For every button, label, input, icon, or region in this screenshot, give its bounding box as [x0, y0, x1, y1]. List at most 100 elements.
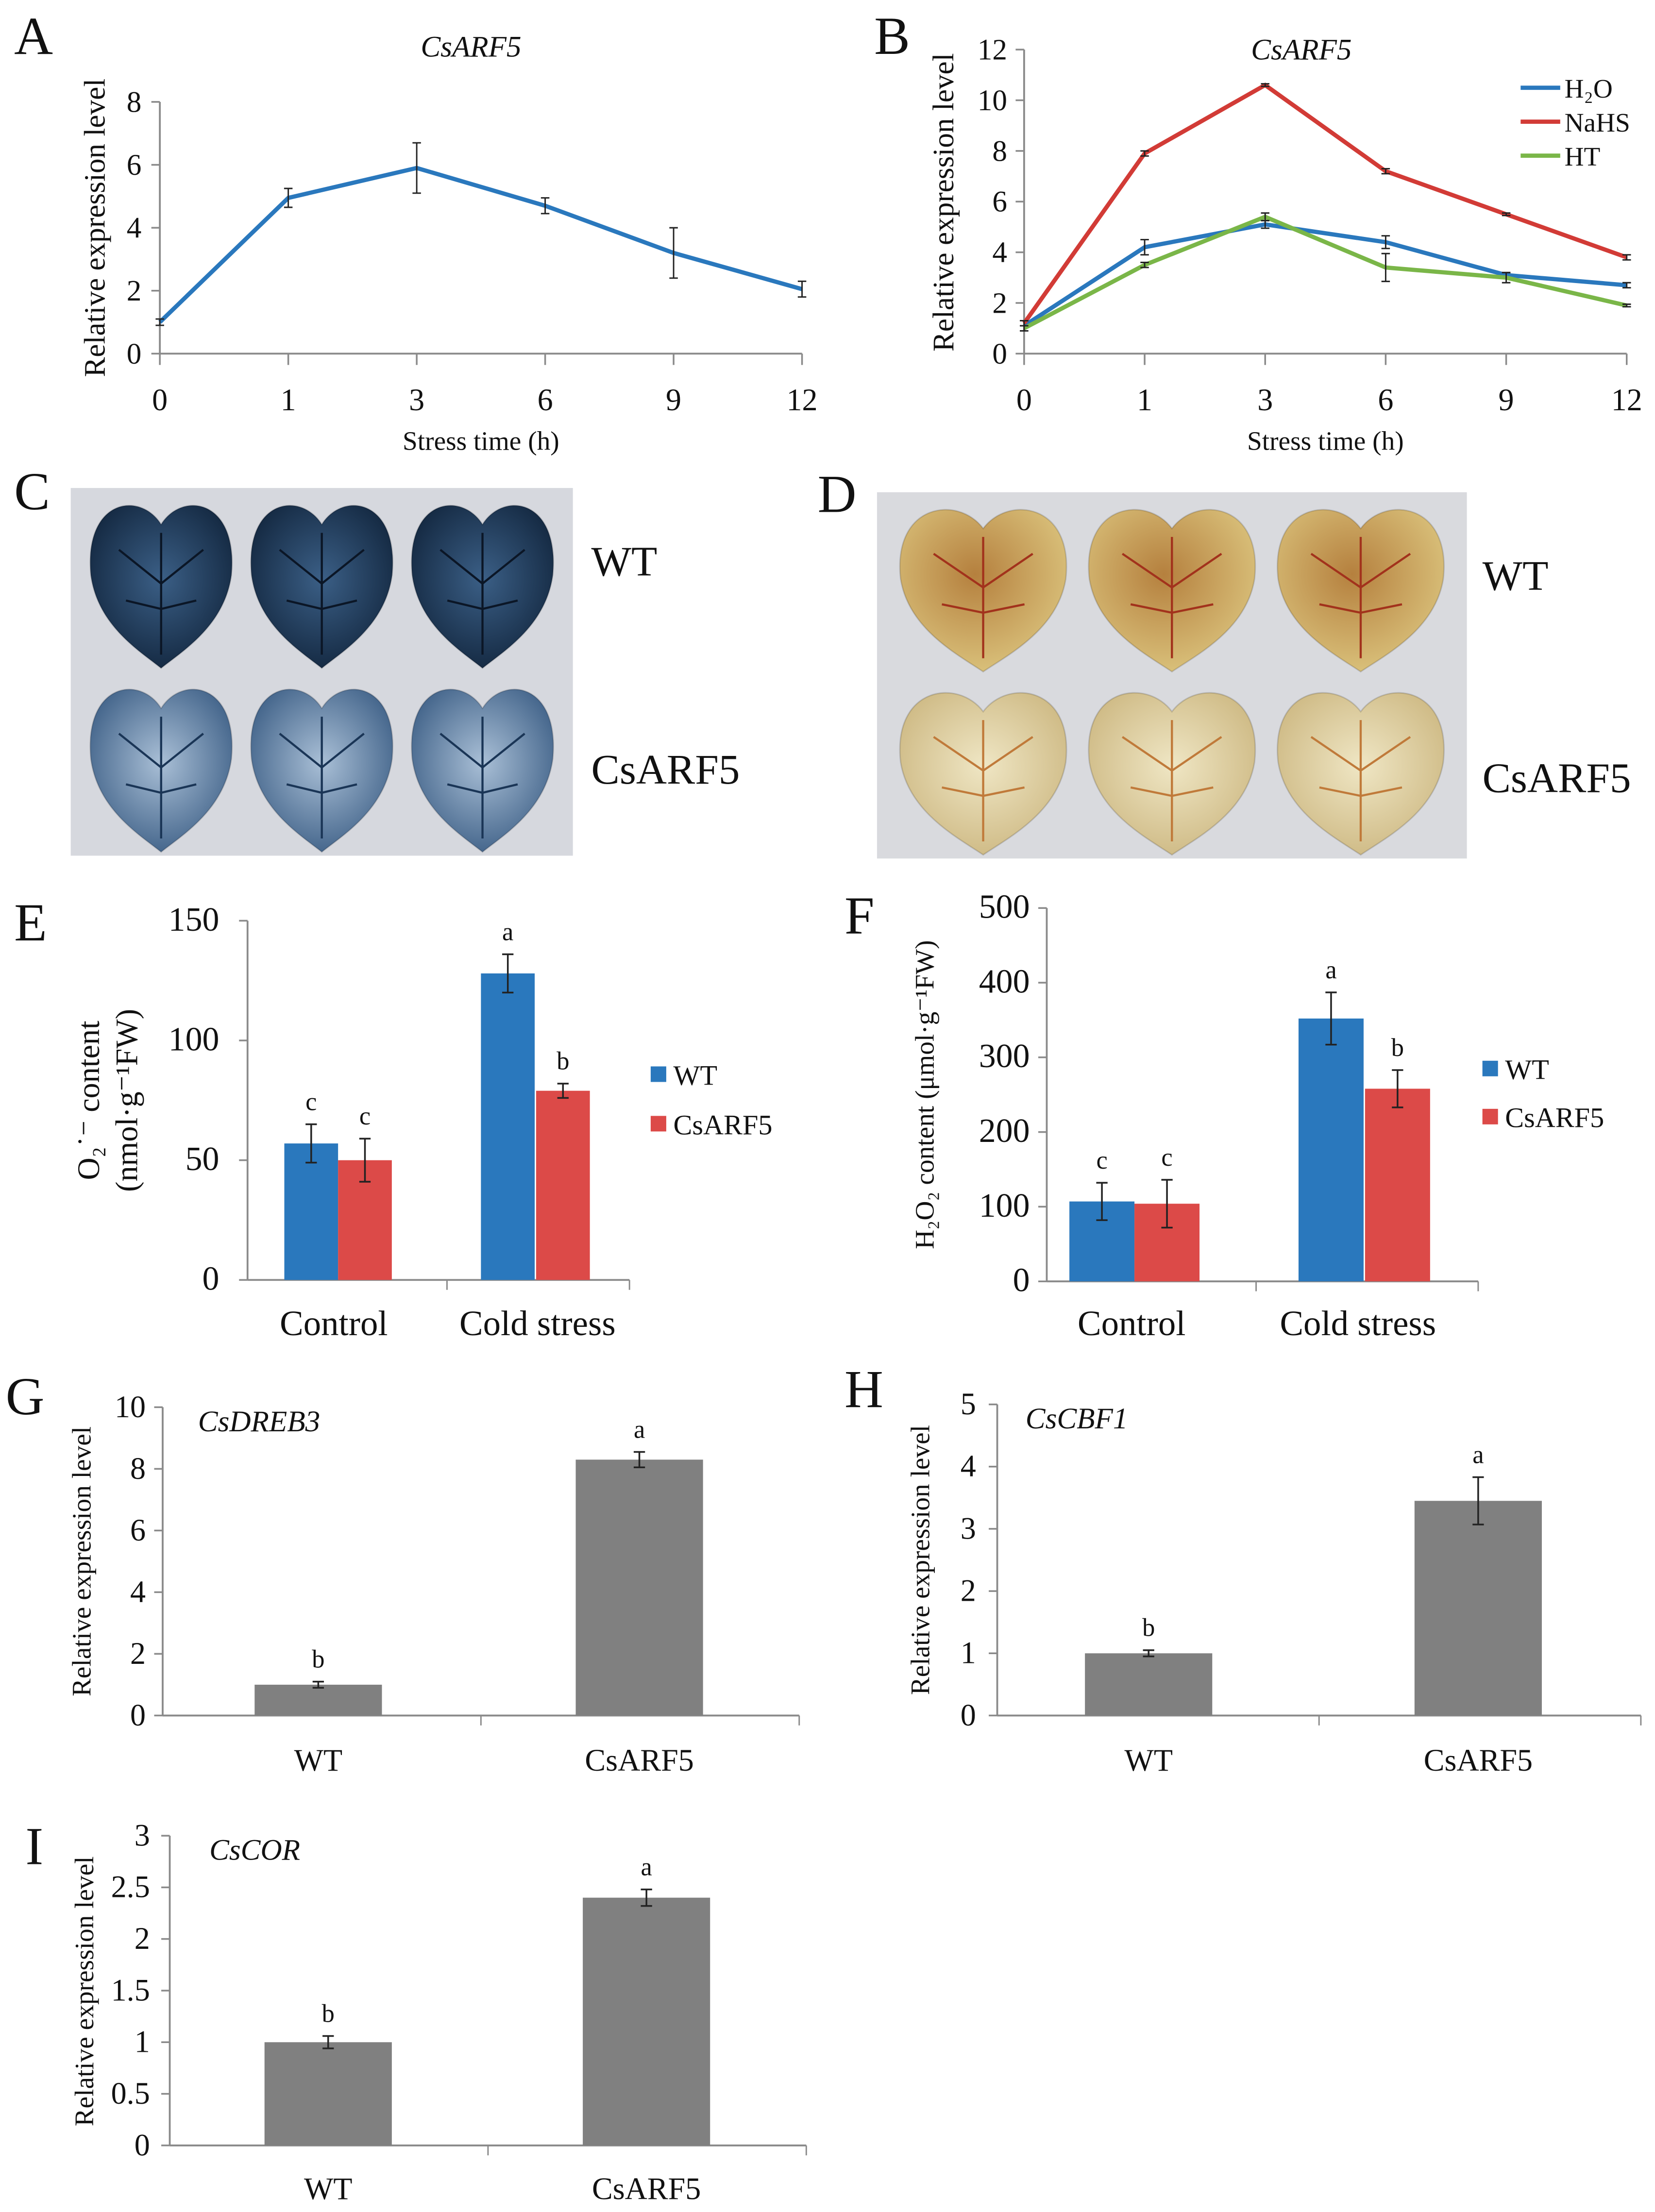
error-bar — [1381, 235, 1390, 250]
significance-letter: c — [1096, 1146, 1107, 1174]
error-bar — [284, 187, 293, 208]
significance-letter: a — [1325, 956, 1336, 984]
legend-label: CsARF5 — [674, 1109, 773, 1140]
x-category-label: WT — [1124, 1743, 1173, 1777]
significance-letter: b — [1142, 1614, 1155, 1642]
panel-letter: E — [14, 892, 47, 952]
y-tick-label: 3 — [135, 1818, 150, 1852]
bar-value-CsARF5 — [1414, 1501, 1542, 1716]
panel-F: F 0 100 200 300 400 500 H₂O₂ content (μmol·g⁻¹F… — [844, 886, 1604, 1343]
significance-letter: a — [641, 1853, 652, 1881]
error-bar — [1325, 991, 1337, 1046]
y-tick-label: 0 — [127, 337, 142, 370]
x-tick-label: 3 — [1257, 383, 1273, 417]
chart-title: CsDREB3 — [198, 1405, 320, 1438]
error-bar — [557, 1083, 569, 1099]
chart-title: CsCOR — [209, 1834, 300, 1867]
y-tick-label: 4 — [992, 236, 1007, 269]
leaf-veins — [279, 717, 365, 838]
series-line-CsARF5 — [158, 166, 803, 324]
panel-letter: A — [14, 6, 53, 66]
y-tick-label: 0 — [130, 1698, 146, 1732]
legend-label: WT — [1505, 1054, 1549, 1086]
x-tick-label: 9 — [666, 383, 681, 417]
y-tick-label: 10 — [978, 84, 1007, 117]
y-tick-label: 4 — [127, 212, 142, 245]
chart-title: CsARF5 — [1251, 34, 1351, 67]
significance-letter: a — [502, 918, 513, 946]
error-bar — [1502, 271, 1511, 284]
error-bar — [359, 1138, 371, 1183]
leaf-veins — [1122, 720, 1222, 841]
x-category-label: Cold stress — [1280, 1304, 1436, 1343]
significance-letter: b — [312, 1645, 324, 1673]
x-category-label: CsARF5 — [585, 1743, 693, 1777]
error-bar — [1020, 325, 1029, 332]
error-bar — [1622, 254, 1631, 261]
significance-letter: b — [1391, 1034, 1404, 1062]
error-bar — [1143, 1649, 1154, 1658]
panel-E: E 0 50 100 150 O₂˙⁻ content (nmol·g⁻¹FW) Contro… — [14, 892, 772, 1343]
significance-letter: c — [305, 1088, 317, 1116]
significance-letter: c — [359, 1102, 371, 1130]
y-tick-label: 2 — [135, 1921, 150, 1956]
panel-I: I CsCOR 0 0.5 1 1.5 2 2.5 3 Relative expression l… — [25, 1816, 807, 2206]
x-tick-label: 9 — [1499, 383, 1514, 417]
panel-D-photo: D WT CsARF5 — [818, 464, 1631, 859]
legend-label: NaHS — [1565, 108, 1630, 137]
y-tick-label: 150 — [169, 901, 220, 938]
y-tick-label: 100 — [979, 1187, 1030, 1224]
x-category-label: CsARF5 — [1424, 1743, 1533, 1777]
row-label-csarf5: CsARF5 — [591, 746, 740, 793]
panel-G: G CsDREB3 0 2 4 6 8 10 Relative expression level… — [6, 1366, 800, 1777]
leaf-veins — [439, 533, 525, 655]
chart-title: CsCBF1 — [1026, 1402, 1128, 1435]
error-bar — [1261, 212, 1269, 221]
y-tick-label: 6 — [127, 149, 142, 182]
y-tick-label: 2 — [992, 286, 1007, 319]
error-bar — [1502, 212, 1511, 217]
y-tick-label: 8 — [127, 85, 142, 118]
y-tick-label: 4 — [961, 1449, 976, 1483]
panel-letter: H — [844, 1359, 883, 1419]
leaf-veins — [279, 533, 365, 655]
error-bar — [633, 1451, 645, 1469]
x-tick-label: 12 — [1611, 383, 1642, 417]
y-tick-label: 8 — [130, 1451, 146, 1486]
error-bar — [669, 227, 678, 279]
x-tick-label: 1 — [1137, 383, 1152, 417]
leaf-veins — [1310, 720, 1411, 841]
y-tick-label: 400 — [979, 963, 1030, 1000]
y-axis-label-units: (nmol·g⁻¹FW) — [110, 1009, 144, 1192]
y-tick-label: 2.5 — [111, 1870, 150, 1904]
y-tick-label: 12 — [978, 34, 1007, 67]
y-tick-label: 0.5 — [111, 2076, 150, 2111]
y-tick-label: 0 — [135, 2128, 150, 2162]
y-tick-label: 300 — [979, 1038, 1030, 1075]
error-bar — [322, 2035, 334, 2049]
legend-label: HT — [1565, 142, 1601, 171]
legend-label: WT — [674, 1059, 718, 1091]
error-bar — [1392, 1069, 1403, 1108]
x-category-label: WT — [294, 1743, 343, 1777]
y-tick-label: 2 — [130, 1636, 146, 1671]
y-tick-label: 4 — [130, 1575, 146, 1609]
y-axis-label: Relative expression level — [67, 1426, 96, 1696]
error-bar — [1622, 303, 1631, 308]
error-bar — [155, 318, 164, 326]
y-tick-label: 3 — [961, 1511, 976, 1545]
error-bar — [1472, 1476, 1484, 1525]
y-tick-label: 0 — [1013, 1262, 1030, 1299]
leaf-veins — [1310, 536, 1411, 658]
chart-title: CsARF5 — [421, 31, 521, 64]
panel-letter: D — [818, 464, 857, 524]
bar-WT-Cold-stress — [481, 973, 535, 1280]
leaf-veins — [118, 717, 204, 838]
x-axis-label: Stress time (h) — [403, 426, 559, 455]
row-label-wt: WT — [1483, 552, 1549, 599]
x-tick-label: 6 — [1378, 383, 1393, 417]
y-tick-label: 0 — [961, 1698, 976, 1732]
y-tick-label: 1.5 — [111, 1973, 150, 2007]
row-label-wt: WT — [591, 538, 658, 585]
